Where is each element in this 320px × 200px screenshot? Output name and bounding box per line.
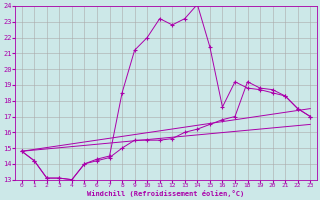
X-axis label: Windchill (Refroidissement éolien,°C): Windchill (Refroidissement éolien,°C) [87,190,244,197]
